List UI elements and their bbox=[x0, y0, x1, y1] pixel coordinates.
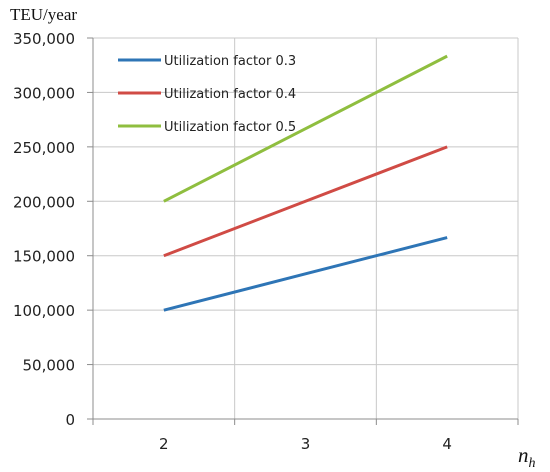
x-axis-title-subscript: h bbox=[529, 456, 536, 471]
y-tick-label: 300,000 bbox=[13, 84, 75, 102]
x-axis-title: nh bbox=[518, 443, 536, 471]
y-tick-label: 0 bbox=[65, 411, 75, 429]
x-tick-label: 4 bbox=[442, 435, 452, 453]
legend: Utilization factor 0.3 Utilization factor… bbox=[118, 54, 296, 135]
legend-label: Utilization factor 0.5 bbox=[164, 120, 296, 135]
y-tick-label: 200,000 bbox=[13, 193, 75, 211]
y-tick-label: 250,000 bbox=[13, 139, 75, 157]
series-line bbox=[163, 54, 448, 203]
axes: 0 50,000 100,000 150,000 200,000 250,000 300,0… bbox=[13, 30, 519, 453]
series-line bbox=[163, 145, 448, 258]
x-axis-title-main: n bbox=[518, 443, 529, 467]
series-lines bbox=[163, 54, 448, 312]
legend-label: Utilization factor 0.3 bbox=[164, 54, 296, 69]
y-tick-label: 100,000 bbox=[13, 302, 75, 320]
x-tick-label: 3 bbox=[301, 435, 311, 453]
legend-label: Utilization factor 0.4 bbox=[164, 87, 296, 102]
x-tick-label: 2 bbox=[159, 435, 169, 453]
gridlines bbox=[92, 37, 519, 419]
y-tick-label: 150,000 bbox=[13, 248, 75, 266]
y-axis-title: TEU/year bbox=[10, 5, 77, 24]
series-line bbox=[163, 236, 448, 312]
y-tick-label: 350,000 bbox=[13, 30, 75, 48]
y-tick-label: 50,000 bbox=[23, 357, 76, 375]
